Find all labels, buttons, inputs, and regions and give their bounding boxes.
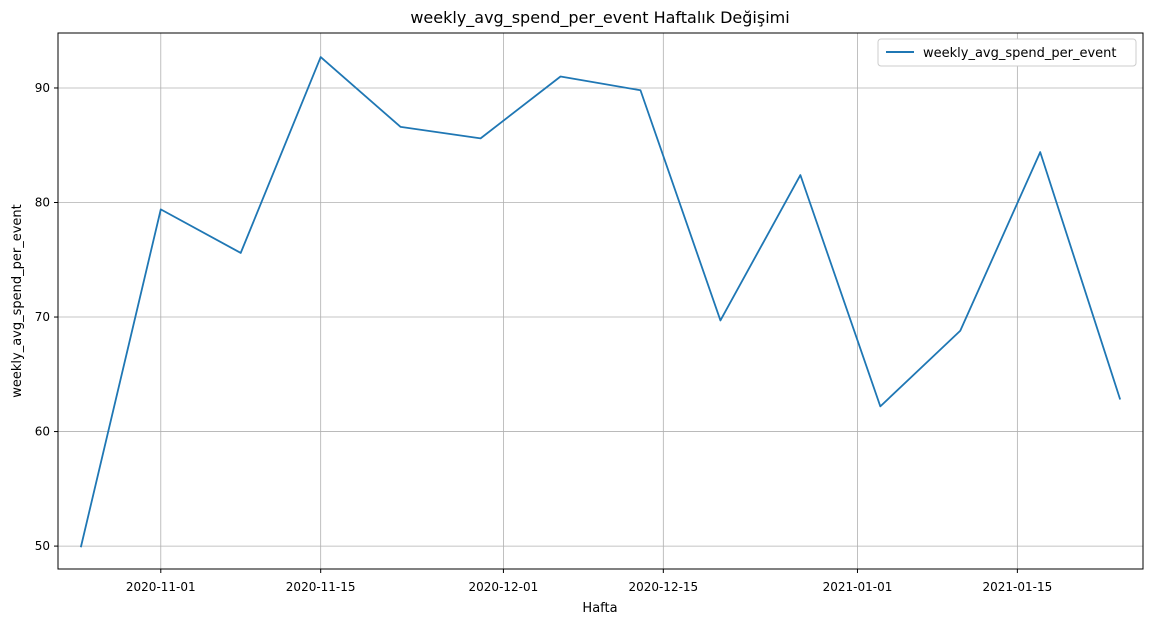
- y-tick-label: 70: [35, 310, 50, 324]
- legend-label: weekly_avg_spend_per_event: [923, 46, 1117, 61]
- grid: [58, 33, 1143, 569]
- x-tick-label: 2020-12-01: [469, 580, 539, 594]
- x-tick-label: 2020-12-15: [628, 580, 698, 594]
- legend-box: [877, 38, 1137, 67]
- x-tick-label: 2021-01-15: [982, 580, 1052, 594]
- y-tick-label: 50: [35, 539, 50, 553]
- chart-title: weekly_avg_spend_per_event Haftalık Deği…: [410, 8, 789, 28]
- series-line: [79, 56, 1122, 548]
- x-tick-label: 2020-11-01: [126, 580, 196, 594]
- series-group: [79, 56, 1122, 548]
- y-tick-label: 60: [35, 425, 50, 439]
- y-axis-label: weekly_avg_spend_per_event: [10, 204, 25, 398]
- axis-ticks: 2020-11-01 2020-11-15 2020-12-01 2020-12-15…: [35, 81, 1053, 594]
- x-axis-label: Hafta: [582, 601, 617, 616]
- x-tick-label: 2020-11-15: [286, 580, 356, 594]
- y-tick-label: 90: [35, 81, 50, 95]
- legend: weekly_avg_spend_per_event: [877, 38, 1137, 67]
- x-tick-label: 2021-01-01: [823, 580, 893, 594]
- y-tick-label: 80: [35, 196, 50, 210]
- plot-area: [57, 32, 1144, 570]
